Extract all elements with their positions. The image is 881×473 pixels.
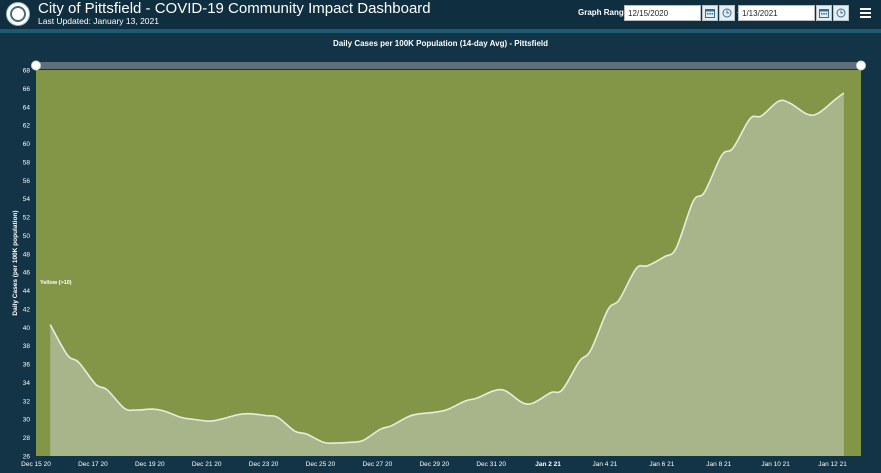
y-tick-label: 66 — [23, 86, 31, 93]
y-tick-label: 64 — [23, 104, 31, 111]
x-tick-label: Jan 10 21 — [761, 461, 790, 468]
x-tick-label: Dec 19 20 — [135, 461, 165, 468]
x-tick-label: Jan 6 21 — [649, 461, 674, 468]
y-tick-label: 42 — [23, 306, 31, 313]
y-tick-label: 46 — [23, 270, 31, 277]
x-tick-label: Dec 15 20 — [21, 461, 51, 468]
x-tick-label: Dec 27 20 — [363, 461, 393, 468]
y-tick-label: 30 — [23, 417, 31, 424]
y-tick-label: 26 — [23, 454, 31, 461]
y-tick-label: 68 — [23, 68, 31, 75]
series-line — [49, 92, 845, 445]
start-time-button[interactable] — [719, 5, 735, 21]
end-time-button[interactable] — [833, 5, 849, 21]
x-tick-label: Dec 29 20 — [419, 461, 449, 468]
y-tick-label: 50 — [23, 233, 31, 240]
x-tick-label: Jan 2 21 — [535, 461, 561, 468]
range-scrollbar[interactable] — [36, 62, 861, 69]
y-tick-label: 32 — [23, 398, 31, 405]
end-calendar-button[interactable] — [816, 5, 832, 21]
x-tick-label: Jan 4 21 — [592, 461, 617, 468]
header-accent-bar — [0, 29, 881, 33]
y-tick-label: 36 — [23, 362, 31, 369]
y-tick-label: 44 — [23, 288, 31, 295]
range-start-input[interactable] — [624, 5, 701, 21]
y-axis-label: Daily Cases (per 100K population) — [12, 210, 19, 315]
city-seal-icon — [6, 2, 30, 26]
x-tick-label: Dec 31 20 — [476, 461, 506, 468]
x-tick-label: Jan 12 21 — [818, 461, 847, 468]
y-tick-label: 60 — [23, 141, 31, 148]
dashboard-title: City of Pittsfield - COVID-19 Community … — [38, 0, 431, 17]
clock-icon — [722, 8, 732, 18]
range-end-input[interactable] — [738, 5, 815, 21]
series-area — [50, 93, 844, 456]
x-tick-label: Dec 17 20 — [78, 461, 108, 468]
y-tick-label: 52 — [23, 215, 31, 222]
y-tick-label: 38 — [23, 343, 31, 350]
chart-title: Daily Cases per 100K Population (14-day … — [332, 39, 549, 48]
last-updated-text: Last Updated: January 13, 2021 — [38, 16, 159, 26]
y-tick-label: 40 — [23, 325, 31, 332]
y-tick-label: 28 — [23, 435, 31, 442]
hamburger-menu-icon[interactable] — [860, 8, 871, 19]
x-tick-label: Jan 8 21 — [706, 461, 731, 468]
y-tick-label: 58 — [23, 159, 31, 166]
clock-icon — [836, 8, 846, 18]
calendar-icon — [819, 9, 829, 18]
scrollbar-right-handle[interactable] — [856, 60, 866, 71]
calendar-icon — [705, 9, 715, 18]
x-tick-label: Dec 21 20 — [192, 461, 222, 468]
x-tick-label: Dec 25 20 — [306, 461, 336, 468]
y-tick-label: 54 — [23, 196, 31, 203]
scrollbar-left-handle[interactable] — [31, 60, 41, 71]
graph-range-label: Graph Range — [578, 8, 629, 17]
start-calendar-button[interactable] — [702, 5, 718, 21]
y-tick-label: 48 — [23, 251, 31, 258]
x-tick-label: Dec 23 20 — [249, 461, 279, 468]
y-tick-label: 62 — [23, 123, 31, 130]
header-bar: City of Pittsfield - COVID-19 Community … — [0, 0, 881, 29]
y-tick-label: 34 — [23, 380, 31, 387]
threshold-annotation: Yellow (>10) — [40, 280, 72, 286]
y-tick-label: 56 — [23, 178, 31, 185]
